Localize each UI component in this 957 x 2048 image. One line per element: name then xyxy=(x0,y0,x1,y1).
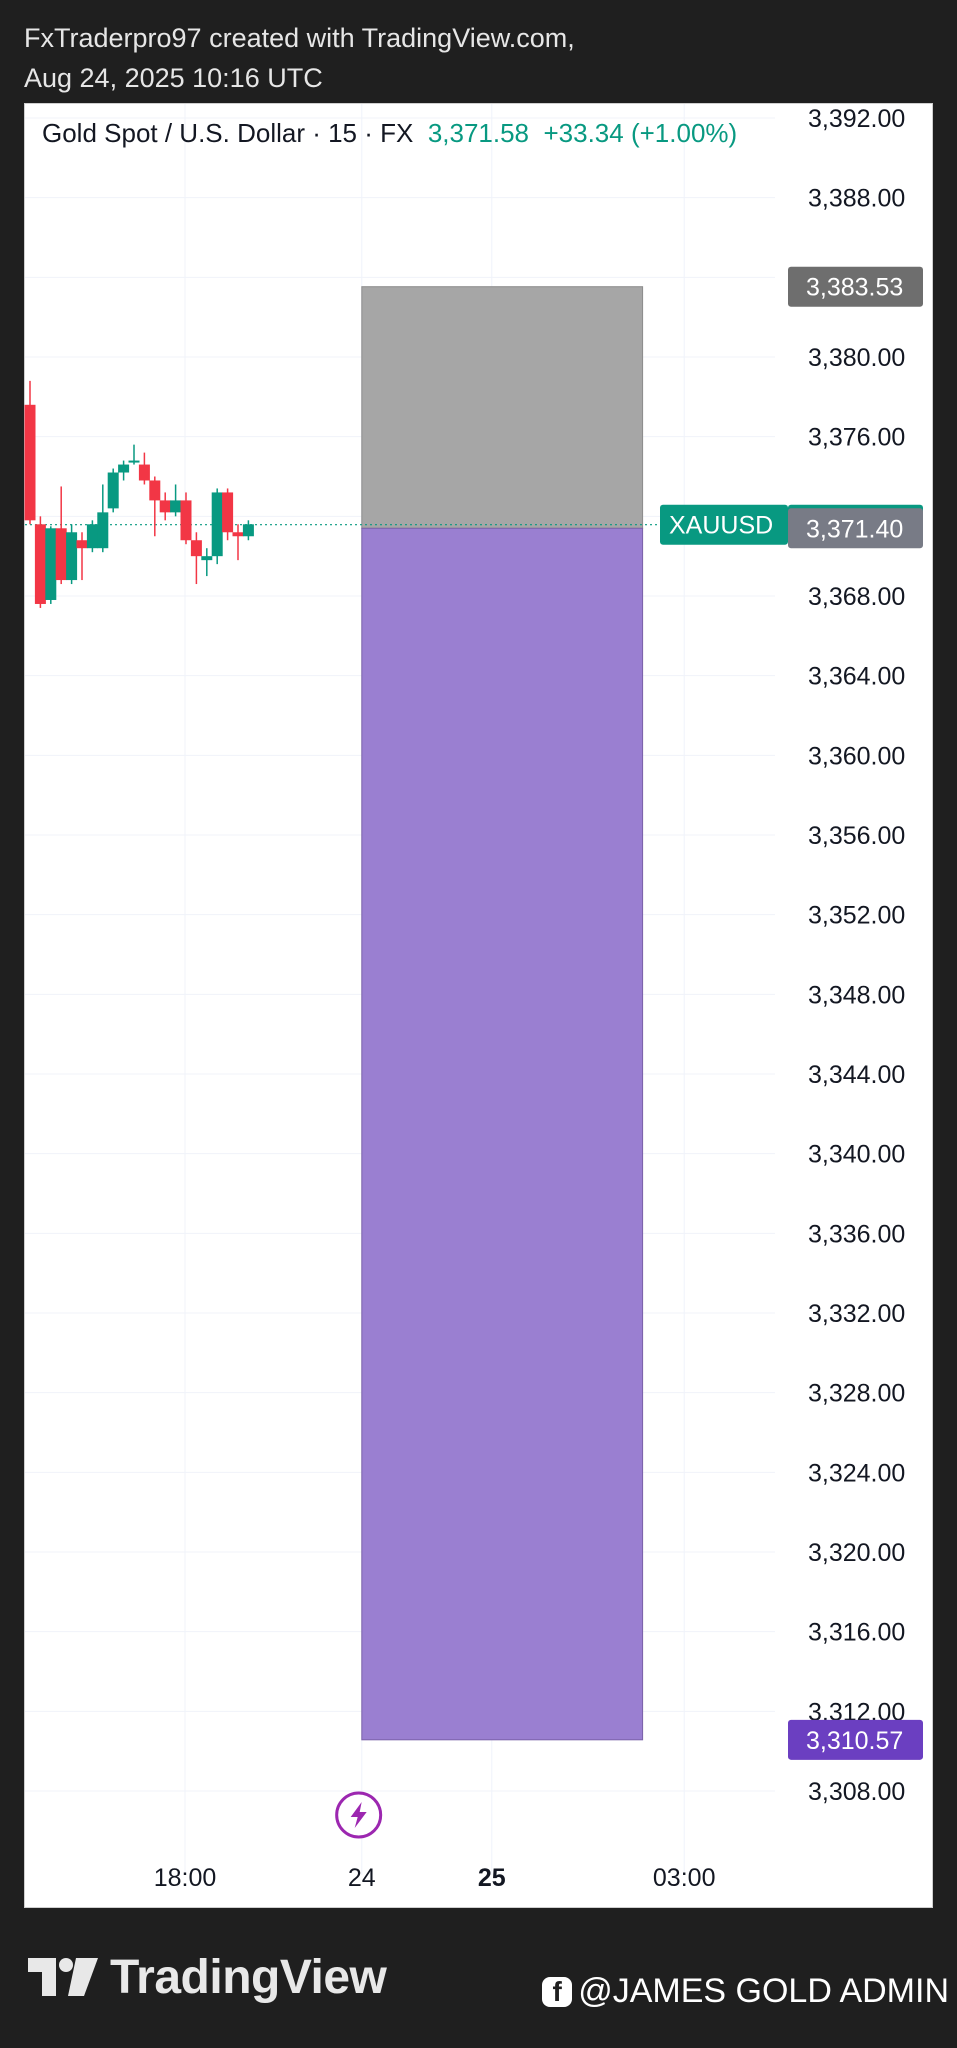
candle-body xyxy=(232,532,244,537)
facebook-icon: f xyxy=(542,1976,573,2007)
x-tick-label: 25 xyxy=(478,1864,506,1892)
y-tick-label: 3,324.00 xyxy=(808,1459,905,1487)
y-tick-label: 3,320.00 xyxy=(808,1539,905,1567)
legend-change: +33.34 (+1.00%) xyxy=(543,118,738,148)
y-tick-label: 3,316.00 xyxy=(808,1619,905,1647)
x-tick-label: 24 xyxy=(348,1864,376,1892)
watermark: f @JAMES GOLD ADMIN xyxy=(542,1972,949,2011)
tradingview-wordmark: TradingView xyxy=(110,1951,387,2004)
y-tick-label: 3,380.00 xyxy=(808,344,905,372)
lightning-bolt-icon xyxy=(350,1802,367,1828)
candle-body xyxy=(128,460,140,463)
candle-body xyxy=(34,524,46,604)
position-stop-zone[interactable] xyxy=(361,286,644,529)
candle-body xyxy=(118,464,130,473)
y-tick-label: 3,392.00 xyxy=(808,105,905,133)
y-tick-label: 3,332.00 xyxy=(808,1300,905,1328)
attribution-line-author: FxTraderpro97 created with TradingView.c… xyxy=(24,23,575,53)
symbol-legend: Gold Spot / U.S. Dollar · 15 · FX 3,371.… xyxy=(42,118,737,149)
price-label-badge xyxy=(788,508,923,549)
candle-body xyxy=(45,528,57,600)
y-tick-label: 3,340.00 xyxy=(808,1141,905,1169)
position-target-zone[interactable] xyxy=(361,527,644,1741)
y-tick-label: 3,348.00 xyxy=(808,981,905,1009)
watermark-text: @JAMES GOLD ADMIN xyxy=(578,1972,949,2010)
candle-body xyxy=(159,500,171,513)
price-label-badge xyxy=(788,1719,923,1760)
candle-body xyxy=(180,500,192,541)
candle-body xyxy=(24,404,36,521)
candle-body xyxy=(107,472,119,509)
y-tick-label: 3,376.00 xyxy=(808,424,905,452)
candle-body xyxy=(190,540,202,557)
y-tick-label: 3,344.00 xyxy=(808,1061,905,1089)
y-tick-label: 3,364.00 xyxy=(808,663,905,691)
tradingview-logo-icon xyxy=(28,1957,98,1996)
legend-price: 3,371.58 xyxy=(427,118,530,148)
candle-body xyxy=(149,480,161,501)
price-label-badge xyxy=(788,266,923,307)
candle-body xyxy=(138,464,150,481)
symbol-title: Gold Spot / U.S. Dollar · 15 · FX xyxy=(42,118,414,148)
y-tick-label: 3,368.00 xyxy=(808,583,905,611)
attribution-line-date: Aug 24, 2025 10:16 UTC xyxy=(24,63,323,93)
x-tick-label: 03:00 xyxy=(653,1864,716,1892)
price-label-text: 3,371.40 xyxy=(806,515,903,543)
chart-attribution: FxTraderpro97 created with TradingView.c… xyxy=(24,18,575,98)
y-tick-label: 3,352.00 xyxy=(808,902,905,930)
y-tick-label: 3,388.00 xyxy=(808,185,905,213)
candle-body xyxy=(97,512,109,549)
candle-body xyxy=(55,528,67,581)
symbol-label-text: XAUUSD xyxy=(669,512,773,540)
symbol-label-badge xyxy=(660,504,788,545)
candle-body xyxy=(242,524,254,537)
candle-body xyxy=(86,524,98,549)
x-tick-label: 18:00 xyxy=(154,1864,217,1892)
candle-body xyxy=(201,556,213,561)
candle-body xyxy=(66,532,78,581)
price-label-text: 3,310.57 xyxy=(806,1727,903,1755)
candle-body xyxy=(211,492,223,557)
y-tick-label: 3,336.00 xyxy=(808,1220,905,1248)
y-tick-label: 3,308.00 xyxy=(808,1778,905,1806)
y-tick-label: 3,328.00 xyxy=(808,1380,905,1408)
candle-body xyxy=(170,500,182,513)
price-label-text: 3,383.53 xyxy=(806,274,903,302)
y-tick-label: 3,356.00 xyxy=(808,822,905,850)
tradingview-logo: TradingView xyxy=(28,1950,387,2005)
candle-body xyxy=(222,492,234,533)
y-tick-label: 3,360.00 xyxy=(808,742,905,770)
candle-body xyxy=(76,540,88,549)
